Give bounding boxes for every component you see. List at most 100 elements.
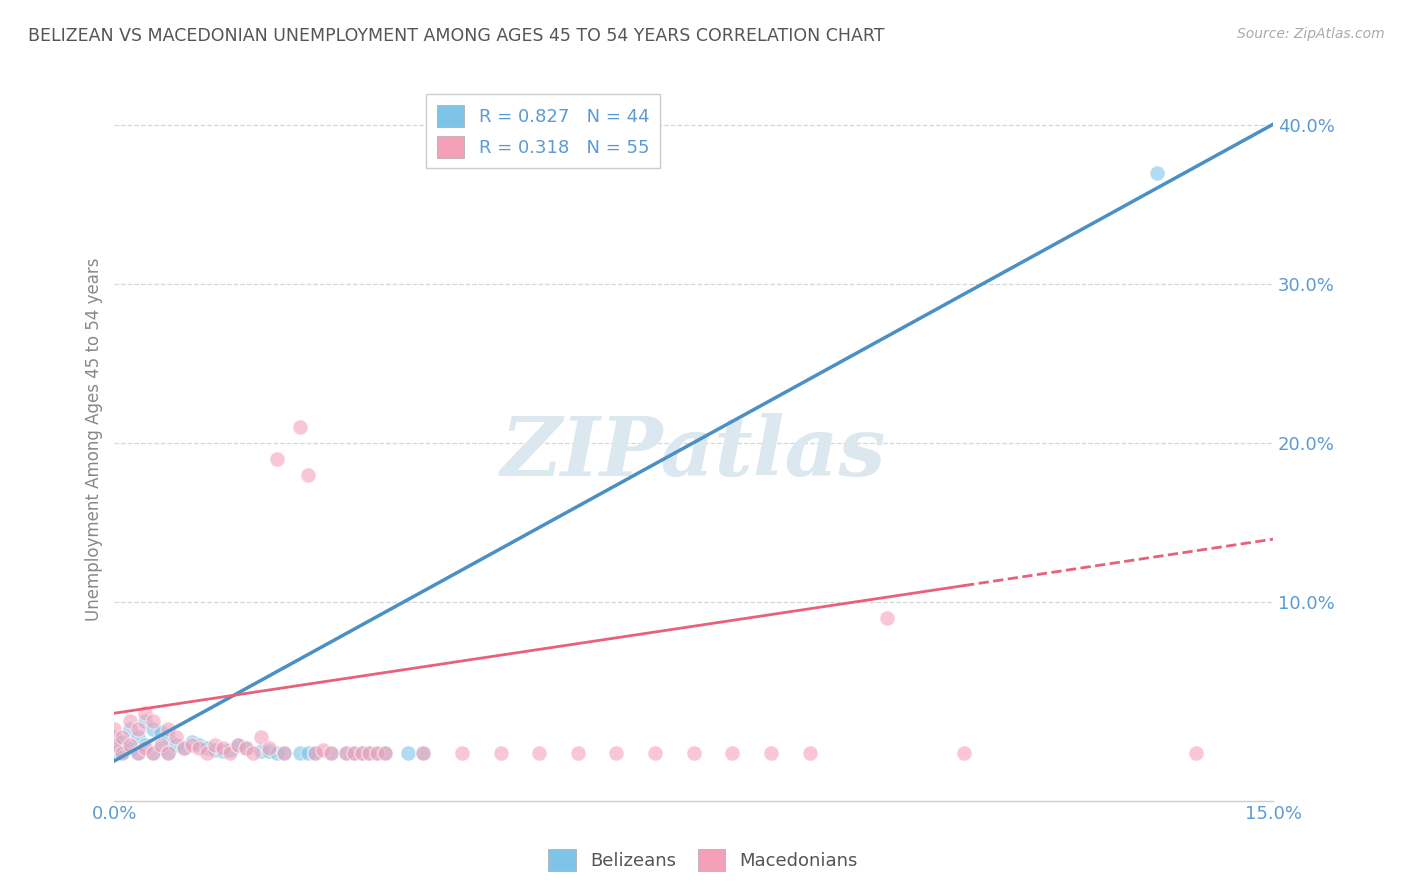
Point: [235, 741, 257, 756]
Point: [682, 746, 704, 760]
Point: [142, 722, 165, 736]
Point: [319, 746, 342, 760]
Point: [721, 746, 744, 760]
Point: [350, 746, 373, 760]
Point: [103, 738, 125, 752]
Point: [250, 730, 273, 744]
Point: [127, 746, 149, 760]
Point: [219, 746, 242, 760]
Point: [242, 746, 264, 760]
Point: [103, 746, 125, 760]
Point: [142, 714, 165, 728]
Point: [118, 741, 141, 756]
Point: [111, 730, 134, 744]
Point: [953, 746, 976, 760]
Point: [111, 746, 134, 760]
Legend: R = 0.827   N = 44, R = 0.318   N = 55: R = 0.827 N = 44, R = 0.318 N = 55: [426, 94, 659, 169]
Point: [343, 746, 366, 760]
Point: [180, 735, 202, 749]
Point: [266, 746, 288, 760]
Point: [567, 746, 589, 760]
Point: [226, 738, 249, 752]
Point: [257, 741, 280, 756]
Point: [204, 738, 226, 752]
Point: [188, 738, 211, 752]
Point: [350, 746, 373, 760]
Y-axis label: Unemployment Among Ages 45 to 54 years: Unemployment Among Ages 45 to 54 years: [86, 257, 103, 621]
Point: [1184, 746, 1206, 760]
Point: [188, 741, 211, 756]
Legend: Belizeans, Macedonians: Belizeans, Macedonians: [541, 842, 865, 879]
Point: [235, 741, 257, 756]
Point: [876, 611, 898, 625]
Point: [142, 746, 165, 760]
Point: [312, 743, 335, 757]
Text: Source: ZipAtlas.com: Source: ZipAtlas.com: [1237, 27, 1385, 41]
Point: [142, 746, 165, 760]
Point: [396, 746, 419, 760]
Point: [111, 735, 134, 749]
Point: [335, 746, 357, 760]
Point: [118, 714, 141, 728]
Point: [288, 746, 311, 760]
Point: [103, 730, 125, 744]
Point: [359, 746, 381, 760]
Point: [127, 722, 149, 736]
Point: [359, 746, 381, 760]
Point: [173, 741, 195, 756]
Point: [304, 746, 326, 760]
Point: [250, 744, 273, 758]
Point: [127, 746, 149, 760]
Point: [103, 722, 125, 736]
Text: BELIZEAN VS MACEDONIAN UNEMPLOYMENT AMONG AGES 45 TO 54 YEARS CORRELATION CHART: BELIZEAN VS MACEDONIAN UNEMPLOYMENT AMON…: [28, 27, 884, 45]
Point: [165, 730, 187, 744]
Point: [304, 746, 326, 760]
Point: [529, 746, 551, 760]
Point: [374, 746, 396, 760]
Point: [1146, 166, 1168, 180]
Point: [219, 743, 242, 757]
Point: [118, 722, 141, 736]
Point: [195, 741, 218, 756]
Point: [149, 741, 172, 756]
Point: [226, 738, 249, 752]
Point: [157, 730, 180, 744]
Point: [180, 738, 202, 752]
Point: [165, 738, 187, 752]
Point: [297, 467, 319, 482]
Point: [157, 746, 180, 760]
Point: [173, 741, 195, 756]
Point: [204, 743, 226, 757]
Point: [134, 714, 156, 728]
Point: [297, 746, 319, 760]
Point: [374, 746, 396, 760]
Point: [759, 746, 782, 760]
Point: [134, 738, 156, 752]
Point: [211, 741, 233, 756]
Point: [211, 744, 233, 758]
Point: [118, 738, 141, 752]
Point: [157, 722, 180, 736]
Point: [335, 746, 357, 760]
Point: [412, 746, 434, 760]
Point: [266, 451, 288, 466]
Point: [366, 746, 388, 760]
Text: ZIPatlas: ZIPatlas: [501, 414, 886, 493]
Point: [366, 746, 388, 760]
Point: [343, 746, 366, 760]
Point: [127, 730, 149, 744]
Point: [412, 746, 434, 760]
Point: [149, 725, 172, 739]
Point: [799, 746, 821, 760]
Point: [257, 744, 280, 758]
Point: [319, 746, 342, 760]
Point: [111, 746, 134, 760]
Point: [149, 738, 172, 752]
Point: [157, 746, 180, 760]
Point: [489, 746, 512, 760]
Point: [273, 746, 295, 760]
Point: [451, 746, 474, 760]
Point: [288, 420, 311, 434]
Point: [644, 746, 666, 760]
Point: [134, 706, 156, 721]
